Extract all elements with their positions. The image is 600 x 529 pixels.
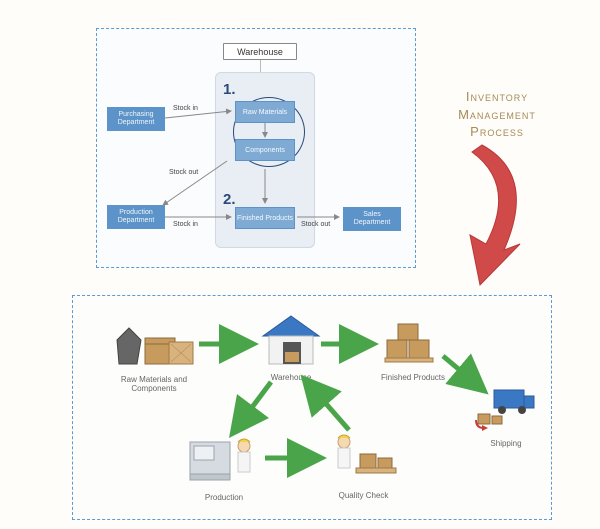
edge-label-stockin-1: Stock in [173, 105, 198, 112]
bottom-arrows [73, 296, 551, 519]
edge-label-stockout-2: Stock out [301, 221, 330, 228]
page-title: Inventory Management Process [432, 88, 562, 141]
edge-label-stockout-1: Stock out [169, 169, 198, 176]
top-arrows [97, 29, 415, 267]
red-arrow-icon [442, 140, 552, 290]
top-panel: Warehouse 1. 2. Purchasing Department Pr… [96, 28, 416, 268]
edge-label-stockin-2: Stock in [173, 221, 198, 228]
bottom-panel: Raw Materials and Components Warehouse F… [72, 295, 552, 520]
diagram-container: Inventory Management Process Warehouse 1… [0, 0, 600, 529]
